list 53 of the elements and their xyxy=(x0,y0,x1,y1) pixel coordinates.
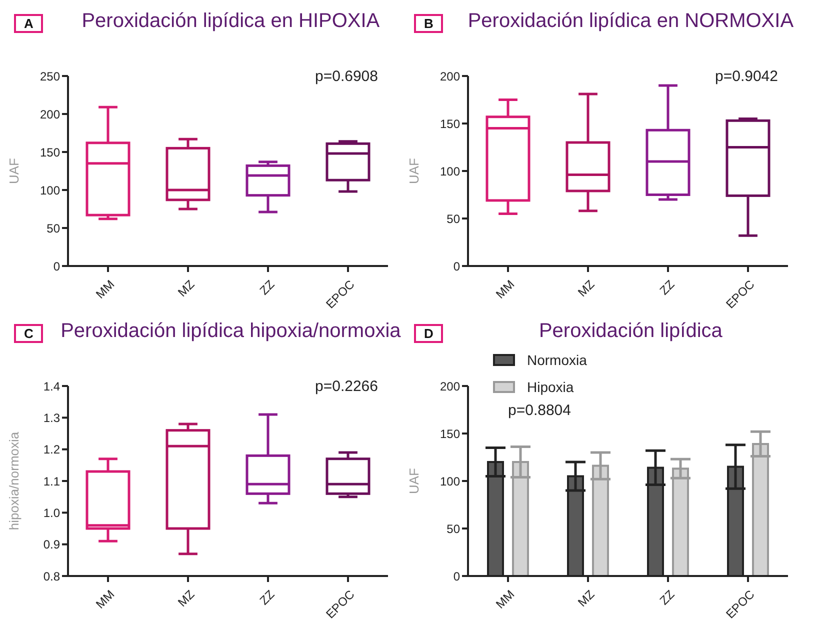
y-tick-label: 50 xyxy=(446,522,460,536)
x-tick-label: MM xyxy=(93,277,118,302)
y-axis-title: UAF xyxy=(406,468,422,494)
annotation: p=0.6908 xyxy=(315,68,378,85)
x-tick-label: ZZ xyxy=(256,277,278,298)
x-tick-label: MZ xyxy=(175,587,198,610)
y-tick-label: 0.8 xyxy=(43,569,60,584)
y-tick-label: 100 xyxy=(40,183,60,198)
text: B xyxy=(414,14,444,33)
y-tick-label: 200 xyxy=(40,107,60,122)
y-tick-label: 250 xyxy=(40,69,60,84)
x-tick-label: MM xyxy=(93,587,118,612)
x-tick-label: MZ xyxy=(575,277,598,300)
text: C xyxy=(14,324,44,343)
text: A xyxy=(14,14,44,33)
y-tick-label: 1.2 xyxy=(43,442,60,457)
y-tick-label: 0 xyxy=(53,259,60,274)
annotation: p=0.8804 xyxy=(508,402,571,419)
y-tick-label: 200 xyxy=(440,69,460,84)
y-tick-label: 1.4 xyxy=(43,379,60,394)
y-tick-label: 50 xyxy=(46,221,60,236)
x-tick-label: ZZ xyxy=(256,587,278,608)
y-tick-label: 150 xyxy=(40,145,60,160)
y-axis-title: UAF xyxy=(406,158,422,184)
y-tick-label: 1.3 xyxy=(43,410,60,425)
y-tick-label: 1.1 xyxy=(43,474,60,488)
x-tick-label: ZZ xyxy=(656,277,678,298)
chart-title: Peroxidación lipídica xyxy=(538,319,724,344)
chart-title: Peroxidación lipídica en NORMOXIA xyxy=(466,9,795,34)
x-tick-label: ZZ xyxy=(656,587,678,608)
annotation: p=0.2266 xyxy=(315,378,378,395)
text: D xyxy=(414,324,444,343)
y-tick-label: 200 xyxy=(440,379,460,394)
y-tick-label: 0 xyxy=(453,259,460,274)
y-tick-label: 150 xyxy=(440,426,460,441)
y-tick-label: 0.9 xyxy=(43,538,60,552)
y-tick-label: 0 xyxy=(453,569,460,584)
y-tick-label: 150 xyxy=(440,116,460,131)
y-tick-label: 100 xyxy=(440,474,460,488)
legend-label: Normoxia xyxy=(527,352,587,368)
y-axis-title: hipoxia/normoxia xyxy=(6,431,22,530)
chart-title: Peroxidación lipídica en HIPOXIA xyxy=(80,9,381,34)
y-tick-label: 1.0 xyxy=(43,506,60,520)
x-tick-label: MZ xyxy=(175,277,198,300)
x-tick-label: MM xyxy=(493,587,518,612)
legend-label: Hipoxia xyxy=(527,378,574,394)
x-tick-label: MM xyxy=(493,277,518,302)
x-tick-label: MZ xyxy=(575,587,598,610)
y-tick-label: 50 xyxy=(446,212,460,226)
chart-title: Peroxidación lipídica hipoxia/normoxia xyxy=(60,319,402,344)
annotation: p=0.9042 xyxy=(715,68,778,85)
y-axis-title: UAF xyxy=(6,158,22,184)
y-tick-label: 100 xyxy=(440,164,460,178)
